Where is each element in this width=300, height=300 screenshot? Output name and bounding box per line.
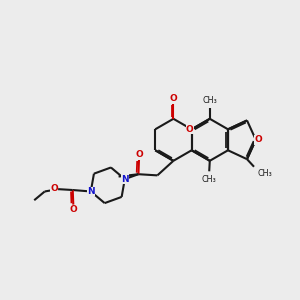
Text: CH₃: CH₃	[202, 96, 217, 105]
Text: O: O	[169, 94, 177, 103]
Text: O: O	[69, 205, 77, 214]
Text: N: N	[87, 187, 94, 196]
Text: N: N	[121, 175, 129, 184]
Text: O: O	[50, 184, 58, 193]
Text: CH₃: CH₃	[257, 169, 272, 178]
Text: O: O	[135, 150, 143, 159]
Text: O: O	[186, 125, 194, 134]
Text: O: O	[255, 135, 262, 144]
Text: CH₃: CH₃	[202, 175, 217, 184]
